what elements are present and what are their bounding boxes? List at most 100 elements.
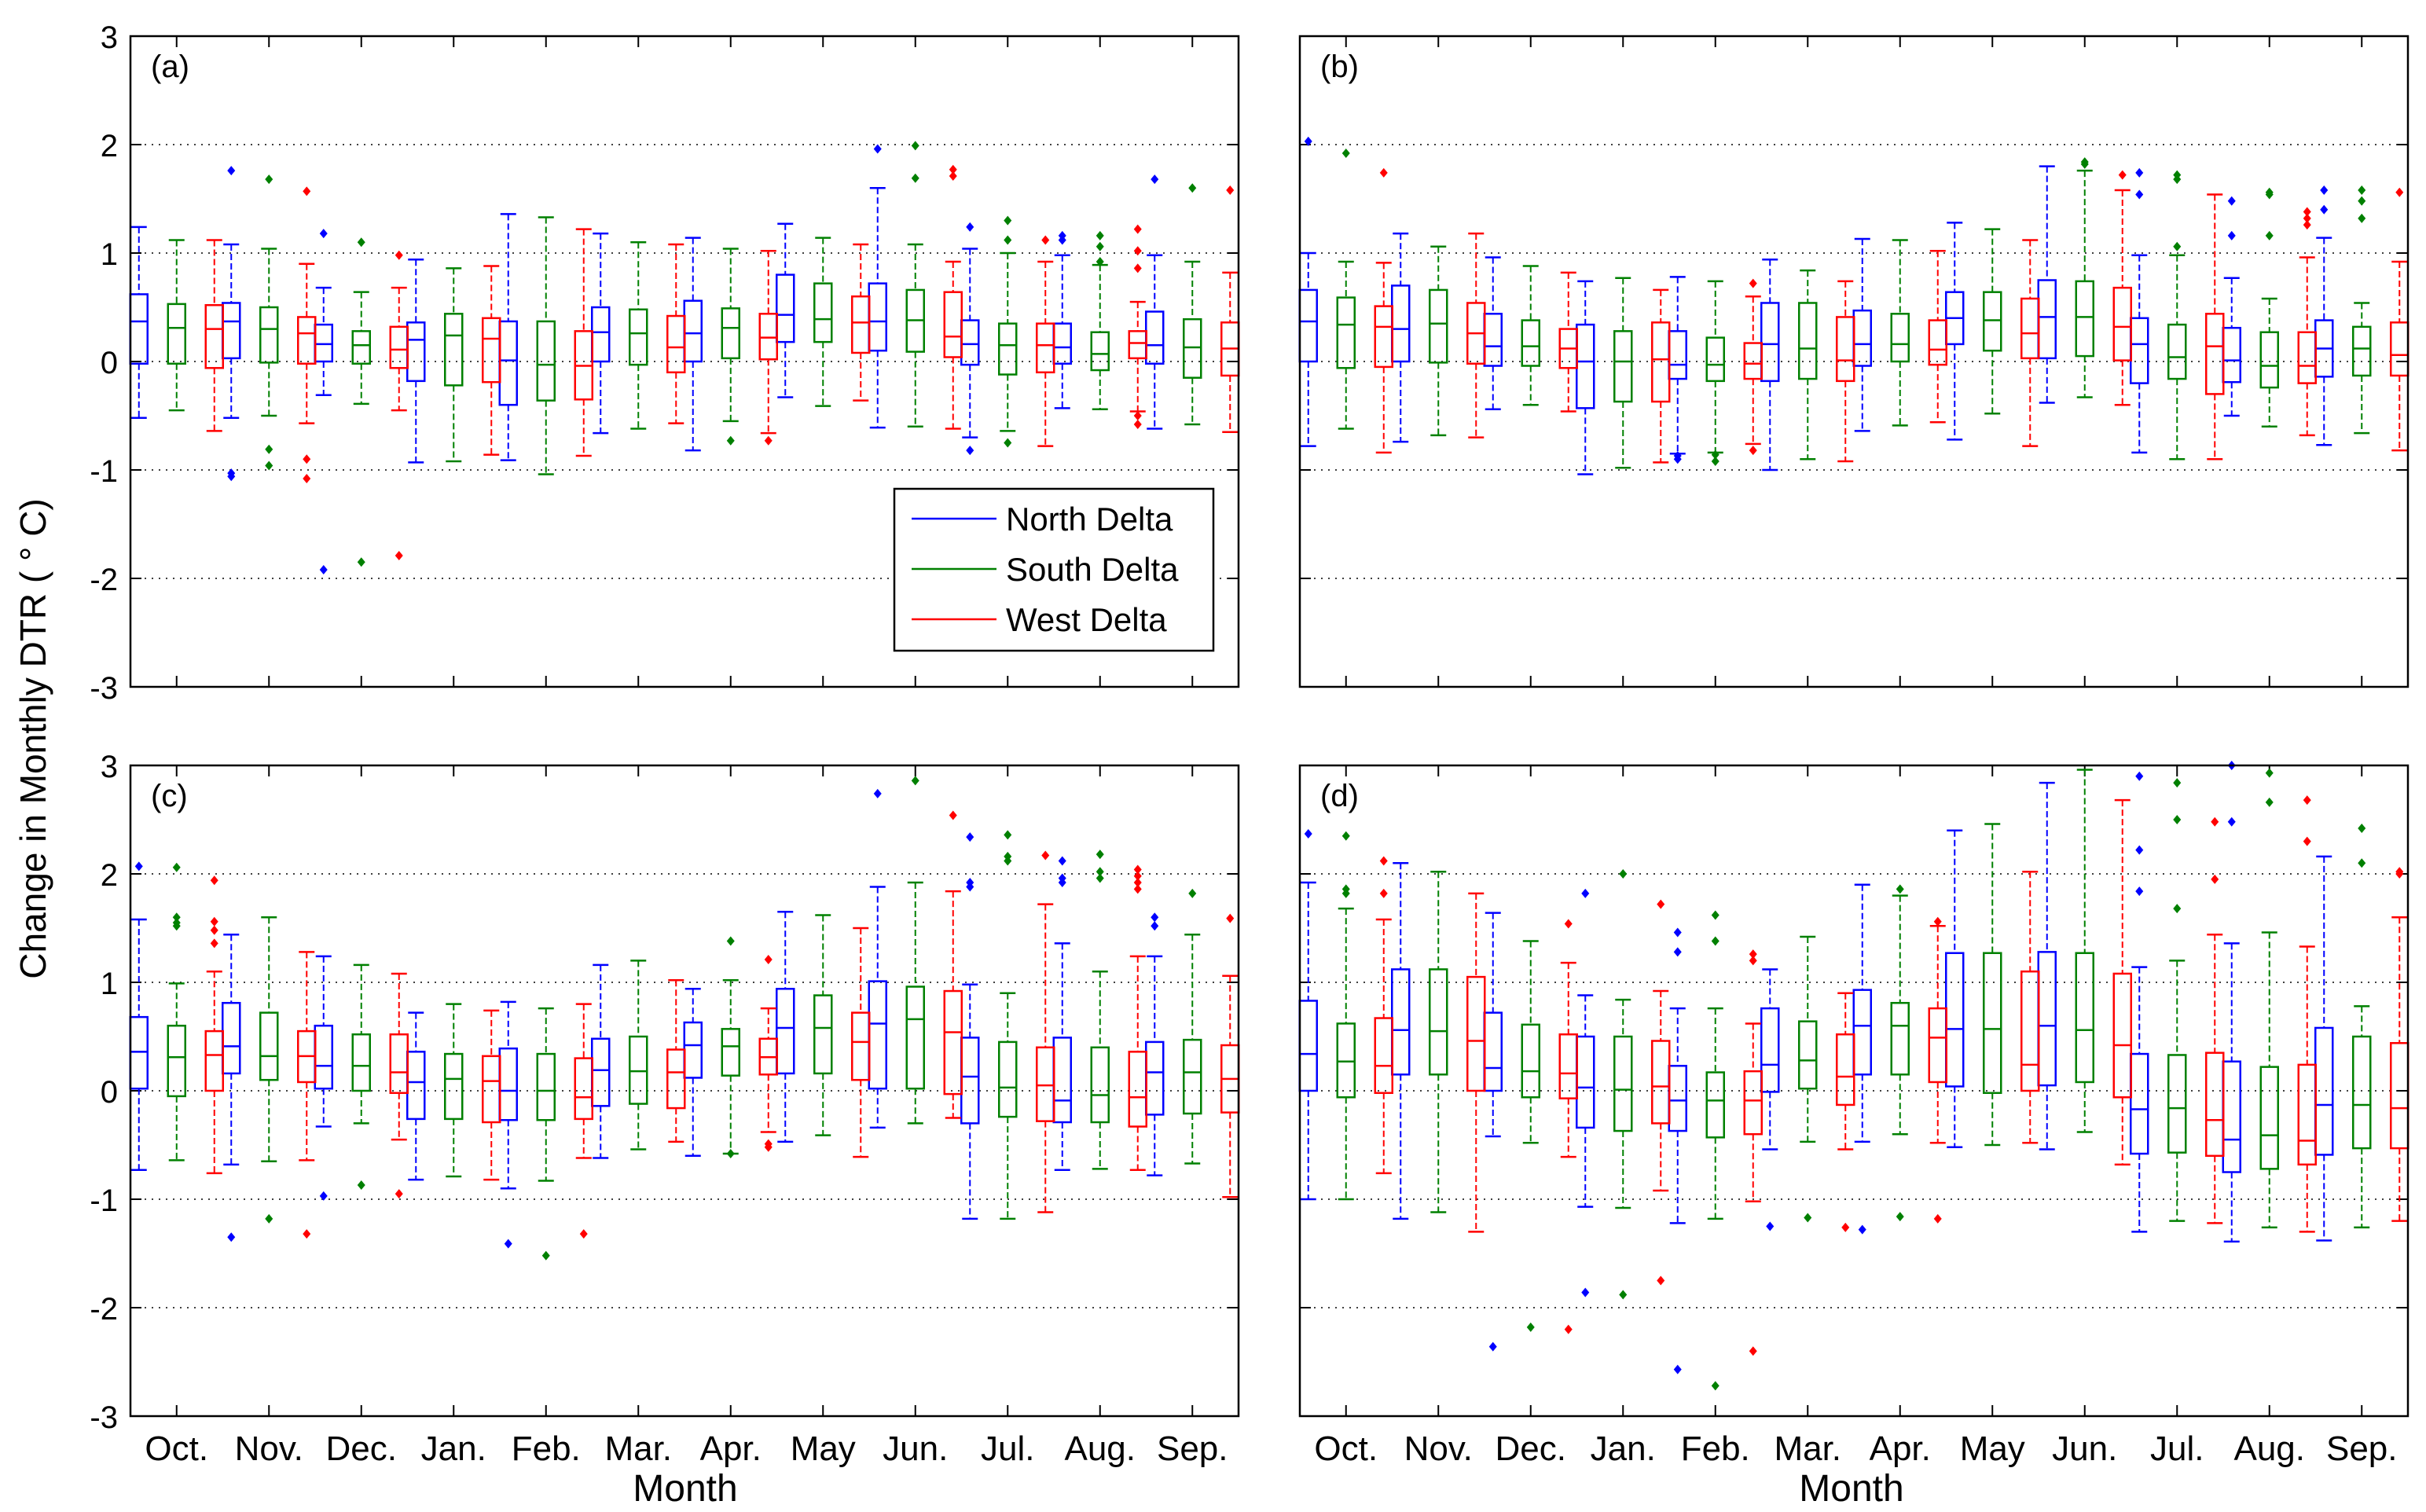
box-north — [1298, 136, 1318, 447]
box-iqr — [1651, 1040, 1671, 1125]
box-iqr — [998, 1040, 1018, 1118]
outlier-point — [1379, 888, 1388, 898]
outlier-point — [579, 1229, 588, 1239]
x-tick-label: Feb. — [1681, 1429, 1750, 1468]
box-south — [1336, 149, 1356, 430]
x-tick-label: Sep. — [1157, 1429, 1228, 1468]
box-iqr — [1298, 1000, 1318, 1092]
x-axis-label-right: Month — [1799, 1468, 1903, 1510]
box-iqr — [2037, 951, 2057, 1087]
outlier-point — [357, 1180, 365, 1191]
box-iqr — [1928, 1007, 1947, 1084]
outlier-point — [1581, 1287, 1590, 1297]
box-iqr — [1983, 952, 2002, 1095]
box-iqr — [1466, 975, 1486, 1092]
x-tick-label: Jul. — [2150, 1429, 2204, 1468]
box-north — [1298, 828, 1318, 1201]
box-iqr — [1145, 310, 1165, 365]
box-north — [2314, 855, 2334, 1242]
box-west — [1836, 280, 1855, 463]
y-tick-label: 0 — [101, 346, 118, 380]
box-iqr — [776, 273, 795, 343]
outlier-point — [764, 955, 773, 965]
box-north — [1145, 912, 1165, 1176]
box-iqr — [960, 319, 980, 366]
outlier-point — [227, 1232, 236, 1242]
box-south — [813, 914, 833, 1136]
box-iqr — [222, 1001, 241, 1075]
panel-label: (a) — [151, 50, 189, 84]
y-tick-label: -2 — [90, 563, 118, 597]
outlier-point — [949, 164, 957, 174]
outlier-point — [2265, 768, 2274, 778]
outlier-point — [1304, 136, 1312, 146]
box-west — [2205, 817, 2225, 1224]
box-iqr — [129, 293, 149, 365]
outlier-point — [303, 1229, 311, 1239]
axes-frame — [129, 764, 1240, 1418]
box-north — [960, 832, 980, 1220]
box-west — [2390, 187, 2409, 452]
box-iqr — [498, 1047, 518, 1121]
panels-layer: -3 -2 -1 0 1 2 3 (a) (b) -3 -2 -1 0 1 2 3 Oct. Nov. Dec. Ja… — [90, 20, 2409, 1468]
box-iqr — [721, 307, 740, 360]
outlier-point — [2173, 241, 2182, 251]
box-iqr — [498, 320, 518, 406]
outlier-point — [2320, 204, 2329, 215]
outlier-point — [2303, 207, 2311, 217]
box-iqr — [851, 1011, 871, 1081]
box-west — [1036, 850, 1055, 1213]
outlier-point — [541, 1250, 550, 1261]
outlier-point — [1004, 438, 1012, 448]
box-iqr — [868, 980, 887, 1090]
outlier-point — [1749, 949, 1757, 960]
box-north — [1945, 829, 1965, 1149]
box-west — [204, 875, 224, 1175]
box-iqr — [351, 1033, 371, 1092]
box-west — [1374, 856, 1393, 1175]
box-west — [1220, 913, 1240, 1198]
outlier-point — [1058, 235, 1066, 245]
outlier-point — [2118, 170, 2127, 180]
box-iqr — [2314, 1026, 2334, 1156]
outlier-point — [395, 250, 403, 260]
outlier-point — [1933, 916, 1942, 927]
outlier-point — [1133, 246, 1142, 256]
outlier-point — [2395, 869, 2404, 879]
outlier-point — [227, 166, 236, 176]
box-iqr — [1483, 1011, 1503, 1092]
outlier-point — [1619, 869, 1628, 879]
outlier-point — [1341, 888, 1350, 898]
outlier-point — [2135, 189, 2144, 200]
box-west — [1466, 892, 1486, 1233]
outlier-point — [1749, 446, 1757, 456]
box-south — [1429, 870, 1448, 1213]
panel-label: (d) — [1320, 779, 1359, 813]
box-north — [498, 213, 518, 461]
outlier-point — [1488, 1341, 1497, 1352]
box-north — [1668, 927, 1687, 1374]
box-iqr — [1743, 342, 1763, 380]
box-north — [129, 861, 149, 1171]
box-iqr — [222, 302, 241, 360]
box-iqr — [2352, 1035, 2372, 1150]
x-tick-label: Oct. — [1314, 1429, 1378, 1468]
outlier-point — [1766, 1221, 1775, 1231]
box-iqr — [813, 994, 833, 1075]
outlier-point — [2211, 817, 2219, 827]
box-south — [1613, 869, 1633, 1300]
box-south — [998, 215, 1018, 448]
panel-label: (b) — [1320, 50, 1359, 84]
outlier-point — [1379, 167, 1388, 178]
box-south — [351, 963, 371, 1191]
outlier-point — [1133, 224, 1142, 234]
outlier-point — [1341, 831, 1350, 841]
box-north — [868, 788, 887, 1129]
outlier-point — [1096, 850, 1104, 860]
box-iqr — [629, 1035, 648, 1105]
outlier-point — [1896, 884, 1904, 894]
box-iqr — [406, 321, 426, 383]
box-iqr — [1760, 302, 1780, 383]
outlier-point — [2358, 196, 2366, 206]
box-south — [351, 237, 371, 567]
